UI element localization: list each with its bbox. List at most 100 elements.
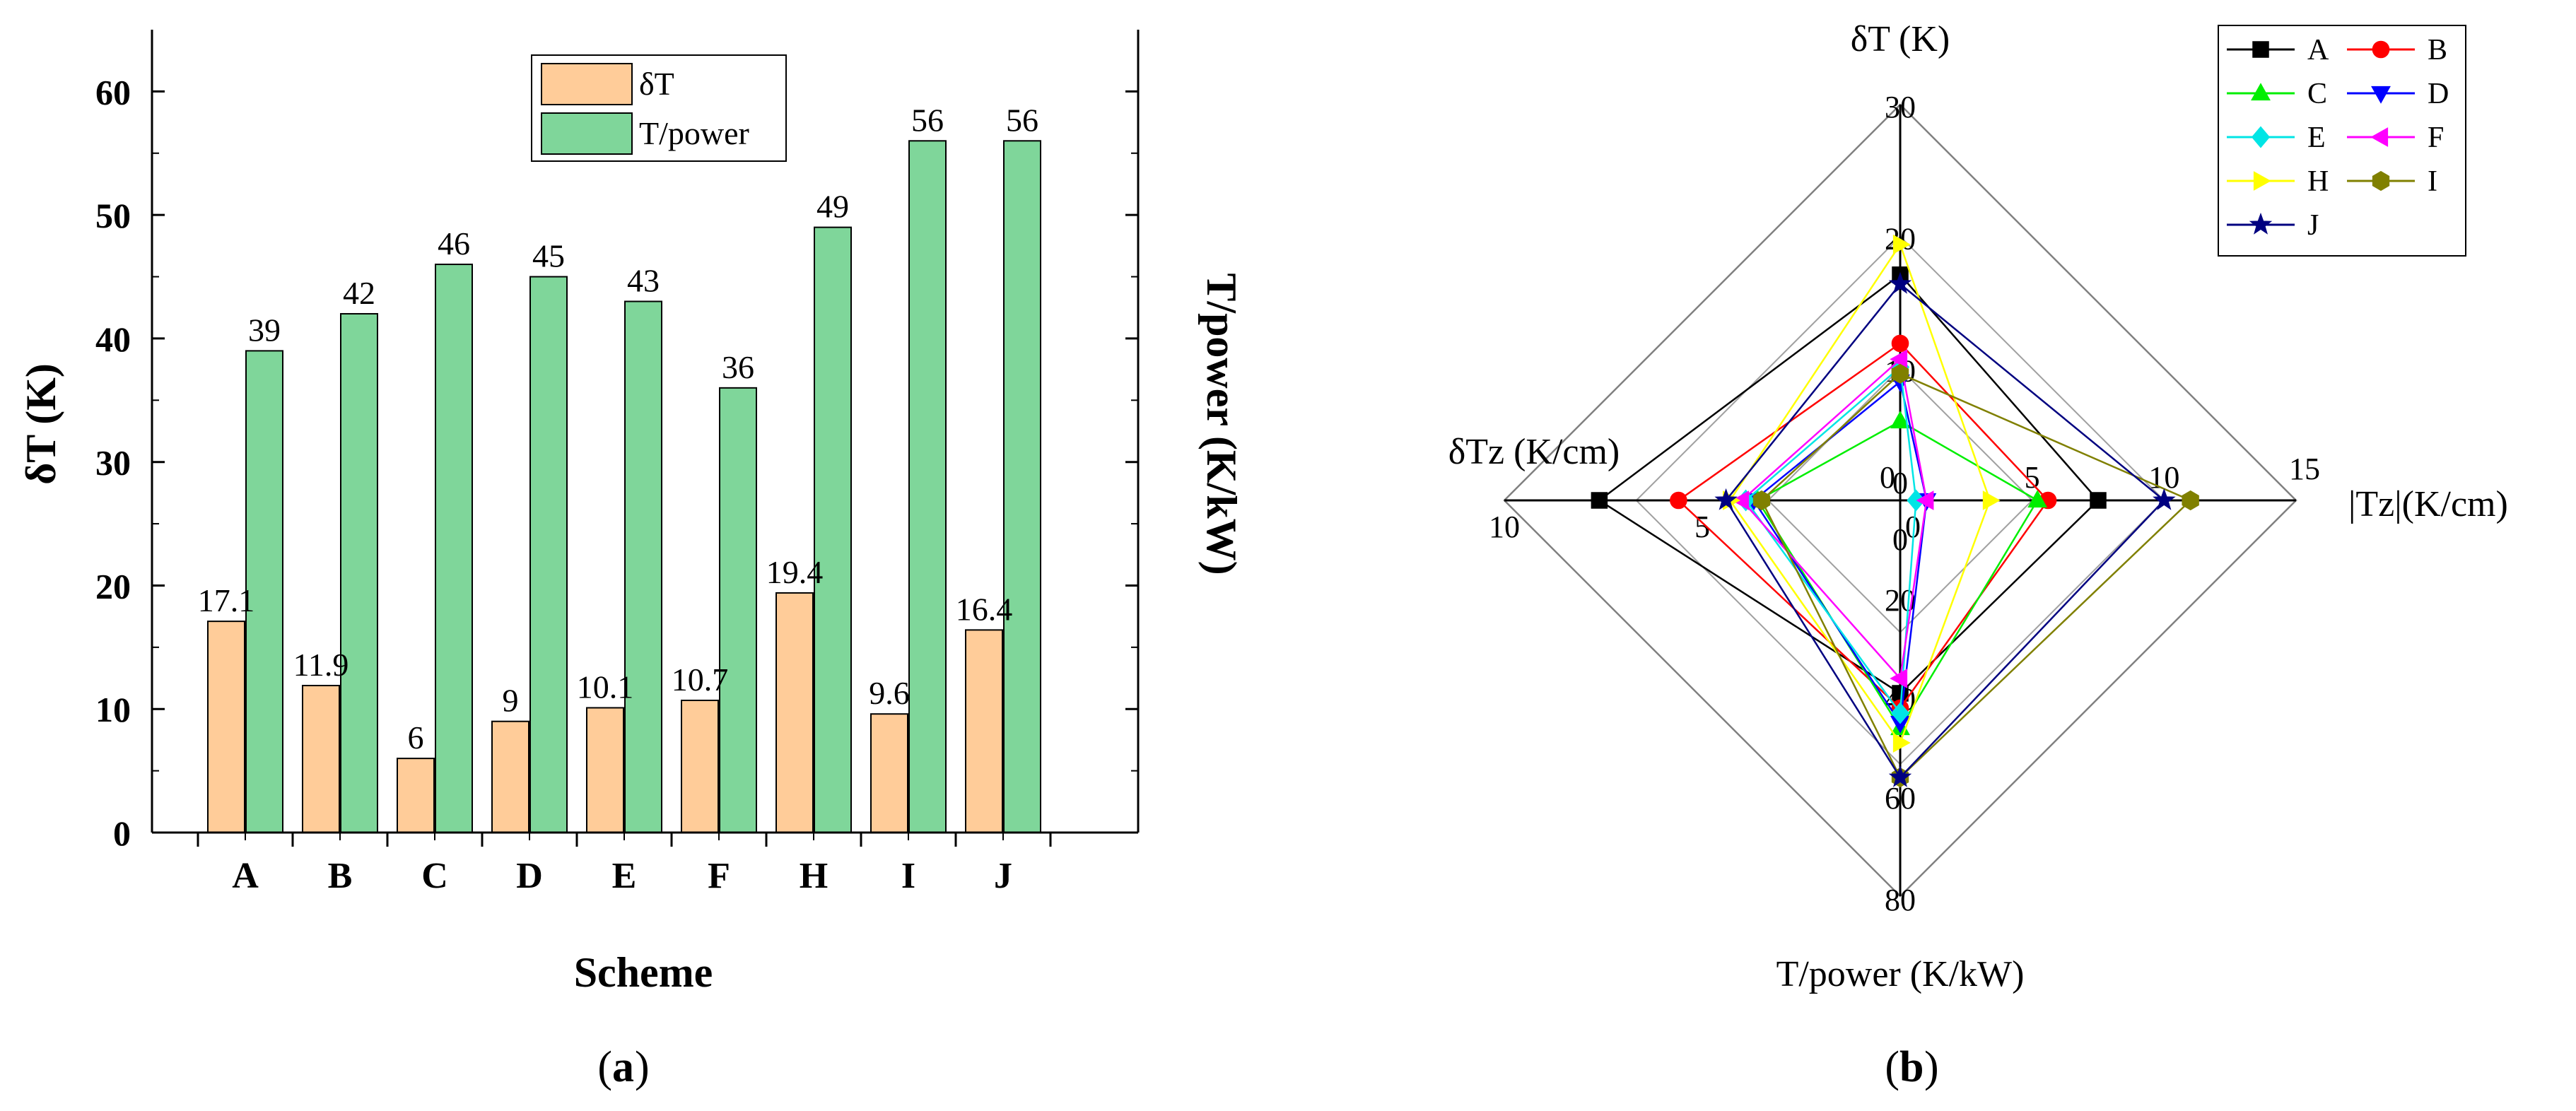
radar-series-I xyxy=(1752,363,2199,788)
radar-legend-marker-J xyxy=(2249,212,2273,235)
bar-label-T/power-B: 42 xyxy=(343,275,375,311)
x-tick-label-E: E xyxy=(612,856,637,896)
bar-δT-A xyxy=(207,621,245,833)
svg-text:): ) xyxy=(635,1043,650,1091)
radar-legend-marker-E xyxy=(2251,126,2271,148)
y-tick-label-3: 30 xyxy=(95,443,131,483)
radar-axis-title-down: T/power (K/kW) xyxy=(1776,954,2025,994)
radar-legend-marker-D xyxy=(2371,86,2391,104)
radar-legend-marker-B xyxy=(2372,40,2390,59)
bar-δT-I xyxy=(870,713,908,834)
radar-line-A xyxy=(1598,274,2100,695)
bar-label-δT-D: 9 xyxy=(503,683,519,719)
bar-label-δT-I: 9.6 xyxy=(869,675,910,711)
radar-point-J-up xyxy=(1888,271,1912,294)
bar-label-δT-H: 19.4 xyxy=(766,554,824,590)
radar-line-I xyxy=(1760,372,2192,780)
x-tick-label-A: A xyxy=(232,856,259,896)
radar-point-H-down xyxy=(1892,733,1911,753)
y-tick-label-6: 60 xyxy=(95,72,131,112)
radar-legend-label-H: H xyxy=(2307,165,2329,198)
bar-data-labels: 17.1 39 11.9 42 6 46 9 45 10.1 43 10.7 36 19.4 49 9.6 5… xyxy=(198,102,1038,756)
radar-point-C-up xyxy=(1890,411,1910,429)
svg-text:): ) xyxy=(1924,1043,1939,1091)
radar-axis-title-up: δT (K) xyxy=(1851,19,1950,59)
radar-legend-marker-F xyxy=(2370,127,2389,147)
y-tick-label-2: 20 xyxy=(95,566,131,606)
radar-point-C-right xyxy=(2027,490,2048,508)
radar-legend-entry-H: H xyxy=(2227,165,2329,198)
y-tick-label-0: 0 xyxy=(113,813,131,853)
bar-T/power-I xyxy=(908,140,947,834)
bar-δT-B xyxy=(302,685,340,833)
legend-swatch-T/power xyxy=(541,112,633,155)
bar-δT-F xyxy=(681,699,719,834)
radar-legend-marker-C xyxy=(2251,83,2271,101)
radar-legend-entry-E: E xyxy=(2227,122,2326,154)
svg-text:(: ( xyxy=(597,1043,612,1091)
y-tick-label-4: 40 xyxy=(95,319,131,359)
bar-label-T/power-F: 36 xyxy=(722,349,754,385)
bar-T/power-C xyxy=(435,264,473,833)
radar-point-I-up xyxy=(1891,363,1909,384)
radar-axis-titles: δT (K) |Tz|(K/cm) T/power (K/kW) δTz (K/cm) xyxy=(1448,19,2508,994)
bar-series-group xyxy=(207,140,1041,834)
radar-tick-down-0: 0 xyxy=(1892,522,1908,557)
radar-tick-right-1: 5 xyxy=(2025,460,2040,495)
radar-point-E-down xyxy=(1890,702,1910,724)
x-tick-label-H: H xyxy=(800,856,828,896)
bar-T/power-F xyxy=(719,387,757,833)
bar-T/power-H xyxy=(814,226,852,833)
radar-point-B-left xyxy=(1670,491,1687,510)
radar-legend-marker-A xyxy=(2252,41,2269,58)
radar-legend-entry-I: I xyxy=(2347,165,2437,198)
radar-tick-up-0: 0 xyxy=(1892,466,1908,500)
radar-point-J-left xyxy=(1714,488,1738,510)
radar-line-J xyxy=(1725,283,2166,780)
bar-δT-E xyxy=(586,707,624,834)
bar-δT-J xyxy=(965,629,1003,834)
radar-axis-title-left: δTz (K/cm) xyxy=(1448,432,1620,472)
radar-legend-entry-F: F xyxy=(2347,122,2444,154)
radar-tick-right-3: 15 xyxy=(2289,452,2320,486)
radar-legend-entry-C: C xyxy=(2227,78,2327,110)
bar-label-T/power-E: 43 xyxy=(627,262,660,298)
bar-T/power-J xyxy=(1003,140,1041,834)
radar-point-F-up xyxy=(1890,349,1908,370)
bar-δT-D xyxy=(491,720,529,834)
radar-legend-label-C: C xyxy=(2307,78,2327,110)
radar-tick-left-2: 10 xyxy=(1489,510,1520,544)
radar-legend-label-A: A xyxy=(2307,34,2329,66)
bar-T/power-A xyxy=(245,350,283,833)
radar-point-E-right xyxy=(1907,489,1926,512)
radar-chart-panel: 01020300510150204060800510 δT (K)|Tz|(K/… xyxy=(1448,19,2508,1091)
radar-legend-entry-J: J xyxy=(2227,209,2319,242)
radar-legend-entry-B: B xyxy=(2347,34,2447,66)
bar-T/power-E xyxy=(624,300,662,833)
radar-point-A-right xyxy=(2090,492,2107,509)
x-tick-label-I: I xyxy=(901,856,915,896)
radar-line-E xyxy=(1744,365,1917,716)
radar-legend-entry-A: A xyxy=(2227,34,2329,66)
bar-δT-H xyxy=(775,592,814,833)
radar-point-I-right xyxy=(2182,490,2199,511)
bar-label-δT-J: 16.4 xyxy=(956,591,1013,627)
bar-label-T/power-A: 39 xyxy=(248,312,281,348)
bar-label-δT-F: 10.7 xyxy=(672,662,729,698)
bar-label-T/power-H: 49 xyxy=(816,189,849,225)
radar-legend-label-D: D xyxy=(2428,78,2449,110)
bar-chart-legend: δT T/power xyxy=(531,54,787,162)
bar-chart-axes: 0 10 20 30 40 50 60 A B C D E F H I J xyxy=(95,30,1140,896)
legend-label-T/power: T/power xyxy=(639,115,749,151)
y-tick-label-5: 50 xyxy=(95,196,131,235)
radar-legend-entry-D: D xyxy=(2347,78,2449,110)
radar-legend-marker-I xyxy=(2372,170,2390,192)
radar-point-H-up xyxy=(1892,234,1911,254)
radar-legend-label-B: B xyxy=(2428,34,2447,66)
radar-point-F-right xyxy=(1916,490,1934,510)
radar-legend: A B C D E F H I J xyxy=(2218,25,2466,257)
x-tick-label-F: F xyxy=(708,856,730,896)
y-axis-title-right: T/power (K/kW) xyxy=(1198,273,1245,575)
radar-tick-left-0: 0 xyxy=(1905,510,1921,544)
